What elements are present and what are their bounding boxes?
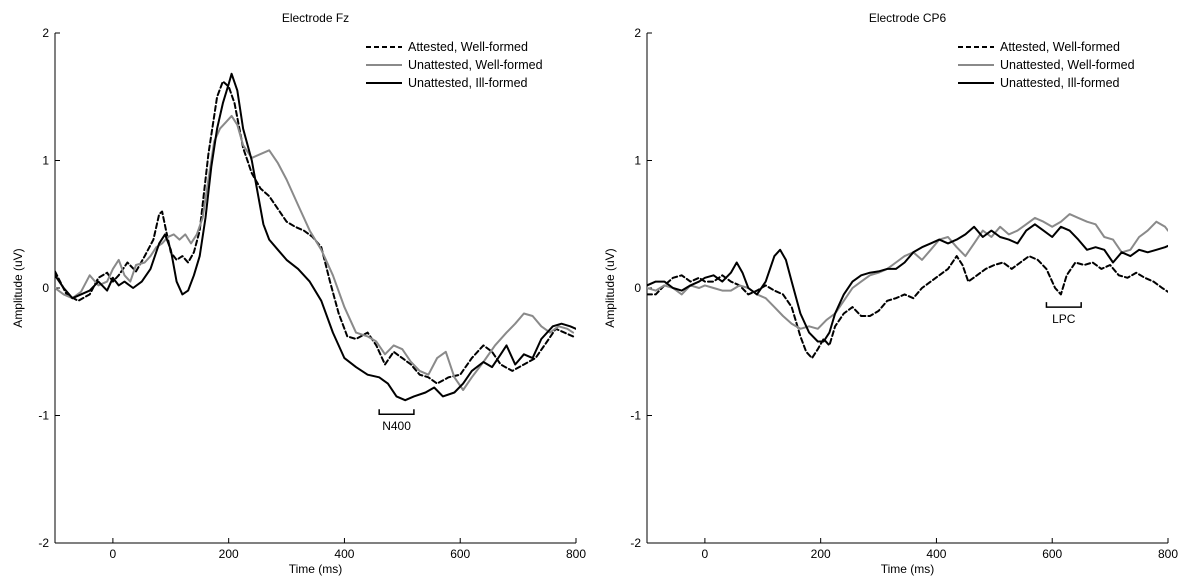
panel-electrode-fz: 0 200 400 600 800 2 1 0 -1 -2 Electrode Fz Time (ms… bbox=[11, 11, 586, 576]
x-tick-label: 400 bbox=[334, 547, 354, 561]
y-tick-label: -1 bbox=[38, 409, 49, 423]
series-group bbox=[55, 72, 576, 402]
series-line-2 bbox=[647, 213, 1168, 330]
x-tick-label: 0 bbox=[110, 547, 117, 561]
series-line-1 bbox=[55, 80, 575, 385]
chart-title: Electrode Fz bbox=[282, 11, 349, 25]
x-axis-label: Time (ms) bbox=[289, 562, 343, 576]
x-tick-label: 800 bbox=[566, 547, 586, 561]
y-tick-label: 1 bbox=[634, 154, 641, 168]
legend-label: Attested, Well-formed bbox=[1000, 40, 1120, 54]
series-line-3 bbox=[55, 72, 576, 402]
x-tick-label: 200 bbox=[811, 547, 831, 561]
legend-label: Unattested, Ill-formed bbox=[408, 76, 528, 90]
x-tick-label: 400 bbox=[926, 547, 946, 561]
x-tick-label: 0 bbox=[702, 547, 709, 561]
legend-label: Unattested, Well-formed bbox=[408, 58, 543, 72]
annotation-label: LPC bbox=[1052, 312, 1076, 326]
y-tick-label: 2 bbox=[634, 26, 641, 40]
x-tick-label: 600 bbox=[1042, 547, 1062, 561]
x-axis-label: Time (ms) bbox=[881, 562, 935, 576]
x-tick-label: 600 bbox=[450, 547, 470, 561]
annotation-bracket bbox=[1045, 302, 1082, 308]
y-tick-label: -2 bbox=[630, 536, 641, 550]
x-tick-label: 800 bbox=[1158, 547, 1178, 561]
y-tick-label: 0 bbox=[42, 281, 49, 295]
y-axis-label: Amplitude (uV) bbox=[603, 248, 617, 327]
y-tick-label: 1 bbox=[42, 154, 49, 168]
chart-title: Electrode CP6 bbox=[869, 11, 947, 25]
series-group bbox=[647, 213, 1168, 360]
y-tick-label: 2 bbox=[42, 26, 49, 40]
y-tick-label: -2 bbox=[38, 536, 49, 550]
annotation-bracket bbox=[378, 409, 415, 415]
y-axis-label: Amplitude (uV) bbox=[11, 248, 25, 327]
y-tick-label: -1 bbox=[630, 409, 641, 423]
series-line-1 bbox=[647, 255, 1168, 360]
annotation-label: N400 bbox=[382, 419, 411, 433]
series-line-3 bbox=[647, 223, 1168, 343]
panel-electrode-cp6: 0 200 400 600 800 2 1 0 -1 -2 Electrode CP6 Time (m… bbox=[603, 11, 1178, 576]
legend-label: Attested, Well-formed bbox=[408, 40, 528, 54]
y-tick-label: 0 bbox=[634, 281, 641, 295]
legend-label: Unattested, Ill-formed bbox=[1000, 76, 1120, 90]
series-line-2 bbox=[55, 114, 575, 391]
legend-label: Unattested, Well-formed bbox=[1000, 58, 1135, 72]
x-tick-label: 200 bbox=[219, 547, 239, 561]
